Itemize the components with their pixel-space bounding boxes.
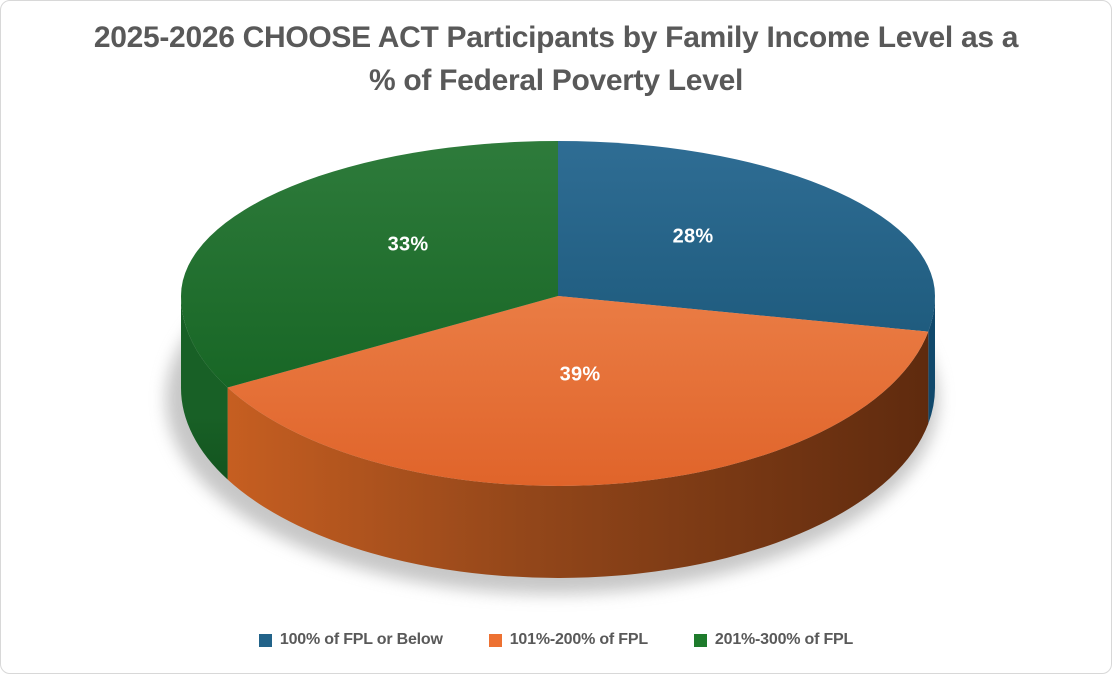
pie-slice-3-side (181, 296, 228, 480)
data-label-slice-1: 28% (672, 225, 714, 248)
legend-label: 201%-300% of FPL (714, 631, 854, 648)
pie-slice-2-top (227, 296, 929, 486)
data-label-slice-3: 33% (387, 233, 429, 256)
pie-slice-3-top (181, 141, 558, 388)
legend-label: 101%-200% of FPL (509, 631, 648, 648)
pie-slice-1-top (558, 141, 935, 332)
legend-label: 100% of FPL or Below (279, 631, 443, 648)
chart-legend: 100% of FPL or Below 101%-200% of FPL 201%… (1, 631, 1111, 649)
data-label-slice-2: 39% (559, 363, 601, 386)
legend-item-1: 100% of FPL or Below (258, 631, 443, 649)
pie-slice-1-side (928, 296, 935, 424)
legend-item-2: 101%-200% of FPL (488, 631, 648, 649)
legend-marker-icon (488, 633, 502, 647)
legend-item-3: 201%-300% of FPL (693, 631, 854, 649)
legend-marker-icon (258, 633, 272, 647)
chart-title: 2025-2026 CHOOSE ACT Participants by Fam… (93, 21, 1019, 97)
legend-marker-icon (693, 633, 707, 647)
pie-slice-2-side (227, 331, 929, 578)
